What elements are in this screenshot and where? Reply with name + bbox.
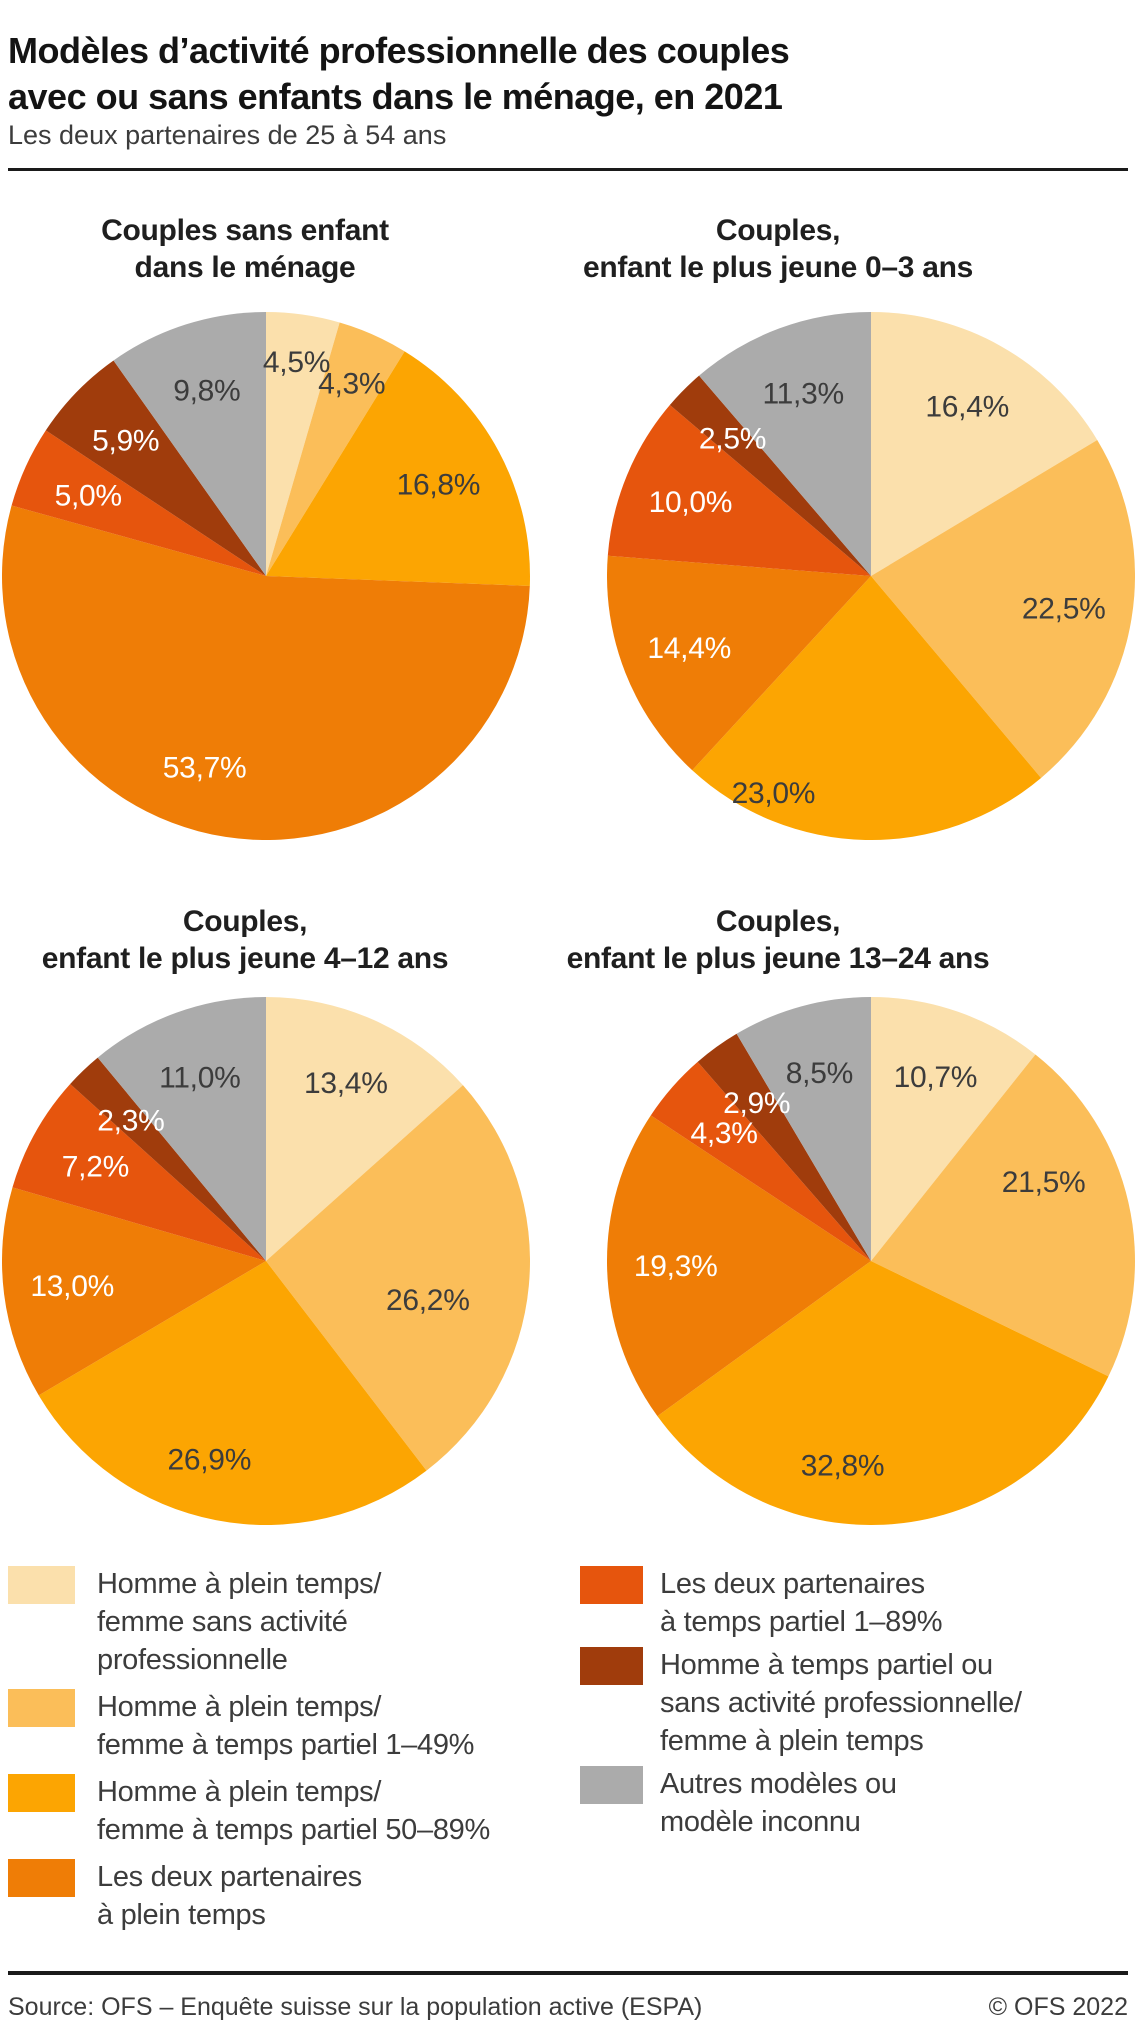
- slice-label-deux-temps-partiel: 4,3%: [691, 1117, 758, 1150]
- slice-deux-temps-partiel: [607, 405, 871, 576]
- slice-homme-pt-femme-ft: [697, 1033, 871, 1261]
- slice-label-deux-plein-temps: 14,4%: [647, 632, 731, 665]
- pie-svg-enfant-13-24: 10,7% 21,5% 32,8% 19,3% 4,3%2,9%8,5%: [607, 997, 1135, 1525]
- legend-label-deux-temps-partiel: Les deux partenaires à temps partiel 1–8…: [660, 1568, 943, 1638]
- slice-label-deux-temps-partiel: 10,0%: [649, 486, 733, 519]
- slice-label-homme-pt-femme-ft: 2,3%: [97, 1104, 164, 1137]
- legend-item-homme-pt-femme-ft: Homme à temps partiel ou sans activité p…: [580, 1646, 1128, 1760]
- slice-label-homme-ft-femme-pt1-49: 26,2%: [386, 1284, 470, 1317]
- pie-chart-enfant-13-24: 10,7% 21,5% 32,8% 19,3% 4,3% 2,9% 8,5%: [607, 997, 1135, 1525]
- slice-homme-pt-femme-ft: [669, 375, 871, 576]
- pie-svg-enfant-0-3: 16,4% 22,5% 23,0% 14,4% 10,0% 2,5% 11,3%: [607, 312, 1135, 840]
- legend-swatch-deux-temps-partiel: [580, 1566, 643, 1604]
- slice-homme-ft-femme-sans: [266, 312, 340, 576]
- slice-homme-ft-femme-sans: [871, 312, 1098, 576]
- footer-divider: [8, 1971, 1128, 1975]
- legend-swatch-homme-pt-femme-ft: [580, 1647, 643, 1685]
- legend-item-homme-ft-femme-pt50-89: Homme à plein temps/ femme à temps parti…: [8, 1773, 528, 1849]
- page-title: Modèles d’activité professionnelle des c…: [8, 30, 790, 118]
- legend-label-deux-plein-temps: Les deux partenaires à plein temps: [97, 1861, 362, 1931]
- slice-label-autres-modeles: 11,0%: [159, 1062, 240, 1095]
- pie-chart-sans-enfant: 4,5% 4,3% 16,8% 53,7% 5,0% 5,9% 9,8%: [2, 312, 530, 840]
- slice-label-deux-plein-temps: 53,7%: [163, 752, 247, 785]
- legend-label-homme-ft-femme-pt50-89: Homme à plein temps/ femme à temps parti…: [97, 1776, 490, 1846]
- slice-label-homme-ft-femme-pt50-89: 16,8%: [397, 469, 481, 502]
- slice-label-homme-ft-femme-sans: 13,4%: [304, 1067, 388, 1100]
- legend-label-homme-ft-femme-sans: Homme à plein temps/ femme sans activité…: [97, 1568, 382, 1676]
- legend-item-deux-plein-temps: Les deux partenaires à plein temps: [8, 1858, 528, 1934]
- pie-chart-enfant-0-3: 16,4% 22,5% 23,0% 14,4% 10,0% 2,5% 11,3%: [607, 312, 1135, 840]
- slice-autres-modeles: [97, 997, 266, 1261]
- slice-label-homme-ft-femme-sans: 4,5%: [263, 346, 330, 379]
- legend-label-autres-modeles: Autres modèles ou modèle inconnu: [660, 1768, 897, 1838]
- slice-homme-ft-femme-pt50-89: [266, 351, 530, 586]
- slice-homme-pt-femme-ft: [70, 1057, 267, 1261]
- pie-title-sans-enfant: Couples sans enfant dans le ménage: [101, 214, 389, 284]
- slice-label-deux-temps-partiel: 5,0%: [55, 480, 122, 513]
- slice-deux-plein-temps: [607, 1115, 871, 1417]
- slice-label-autres-modeles: 9,8%: [173, 374, 240, 407]
- legend-item-deux-temps-partiel: Les deux partenaires à temps partiel 1–8…: [580, 1565, 1128, 1641]
- slice-label-autres-modeles: 8,5%: [786, 1057, 853, 1090]
- header-divider: [8, 168, 1128, 171]
- slice-homme-ft-femme-pt1-49: [266, 1085, 530, 1471]
- legend-label-homme-pt-femme-ft: Homme à temps partiel ou sans activité p…: [660, 1649, 1022, 1757]
- slice-label-homme-ft-femme-pt50-89: 23,0%: [732, 777, 816, 810]
- slice-deux-temps-partiel: [650, 1061, 871, 1261]
- slice-homme-ft-femme-pt1-49: [266, 322, 405, 576]
- legend-item-homme-ft-femme-pt1-49: Homme à plein temps/ femme à temps parti…: [8, 1688, 528, 1764]
- slice-homme-ft-femme-pt1-49: [871, 439, 1135, 778]
- pie-title-enfant-0-3: Couples, enfant le plus jeune 0–3 ans: [582, 214, 974, 284]
- slice-label-homme-ft-femme-sans: 10,7%: [894, 1061, 978, 1094]
- slice-homme-ft-femme-sans: [871, 997, 1036, 1261]
- legend-column-left: Homme à plein temps/ femme sans activité…: [8, 1565, 528, 1943]
- legend-swatch-homme-ft-femme-sans: [8, 1566, 75, 1604]
- slice-label-deux-plein-temps: 19,3%: [634, 1250, 718, 1283]
- legend-swatch-autres-modeles: [580, 1766, 643, 1804]
- slice-label-homme-pt-femme-ft: 2,9%: [723, 1087, 790, 1120]
- slice-label-homme-pt-femme-ft: 5,9%: [92, 425, 159, 458]
- slice-label-deux-temps-partiel: 7,2%: [62, 1150, 129, 1183]
- legend-label-homme-ft-femme-pt1-49: Homme à plein temps/ femme à temps parti…: [97, 1691, 475, 1761]
- slice-homme-pt-femme-ft: [45, 360, 266, 576]
- copyright-note: © OFS 2022: [988, 1993, 1128, 2021]
- slice-homme-ft-femme-sans: [266, 997, 463, 1261]
- slice-deux-temps-partiel: [11, 430, 266, 576]
- slice-autres-modeles: [736, 997, 871, 1261]
- slice-autres-modeles: [699, 312, 871, 576]
- legend-item-autres-modeles: Autres modèles ou modèle inconnu: [580, 1765, 1128, 1841]
- slice-label-homme-ft-femme-sans: 16,4%: [925, 391, 1009, 424]
- slice-deux-temps-partiel: [12, 1083, 267, 1261]
- slice-deux-plein-temps: [2, 505, 530, 840]
- page-subtitle: Les deux partenaires de 25 à 54 ans: [8, 120, 447, 150]
- pie-title-enfant-4-12: Couples, enfant le plus jeune 4–12 ans: [41, 905, 449, 975]
- slice-label-homme-ft-femme-pt50-89: 32,8%: [801, 1449, 885, 1482]
- slice-label-homme-pt-femme-ft: 2,5%: [699, 423, 766, 456]
- pie-svg-sans-enfant: 4,5%4,3% 16,8% 53,7% 5,0% 5,9% 9,8%: [2, 312, 530, 840]
- slice-label-homme-ft-femme-pt1-49: 4,3%: [318, 368, 385, 401]
- slice-homme-ft-femme-pt50-89: [38, 1261, 427, 1525]
- slice-label-autres-modeles: 11,3%: [763, 377, 844, 410]
- pie-title-enfant-13-24: Couples, enfant le plus jeune 13–24 ans: [566, 905, 990, 975]
- slice-label-homme-ft-femme-pt1-49: 22,5%: [1022, 593, 1106, 626]
- source-note: Source: OFS – Enquête suisse sur la popu…: [8, 1993, 703, 2021]
- slice-deux-plein-temps: [2, 1187, 266, 1396]
- slice-deux-plein-temps: [607, 555, 871, 771]
- slice-homme-ft-femme-pt50-89: [657, 1261, 1109, 1525]
- legend-column-right: Les deux partenaires à temps partiel 1–8…: [580, 1565, 1128, 1846]
- slice-label-homme-ft-femme-pt50-89: 26,9%: [168, 1444, 252, 1477]
- slice-label-homme-ft-femme-pt1-49: 21,5%: [1002, 1166, 1086, 1199]
- legend-item-homme-ft-femme-sans: Homme à plein temps/ femme sans activité…: [8, 1565, 528, 1679]
- legend-swatch-homme-ft-femme-pt50-89: [8, 1774, 75, 1812]
- slice-autres-modeles: [113, 312, 267, 576]
- pie-svg-enfant-4-12: 13,4% 26,2% 26,9% 13,0% 7,2% 2,3% 11,0%: [2, 997, 530, 1525]
- legend-swatch-homme-ft-femme-pt1-49: [8, 1689, 75, 1727]
- pie-chart-enfant-4-12: 13,4% 26,2% 26,9% 13,0% 7,2% 2,3% 11,0%: [2, 997, 530, 1525]
- legend-swatch-deux-plein-temps: [8, 1859, 75, 1897]
- slice-homme-ft-femme-pt1-49: [871, 1054, 1135, 1377]
- slice-homme-ft-femme-pt50-89: [692, 576, 1042, 840]
- slice-label-deux-plein-temps: 13,0%: [30, 1270, 114, 1303]
